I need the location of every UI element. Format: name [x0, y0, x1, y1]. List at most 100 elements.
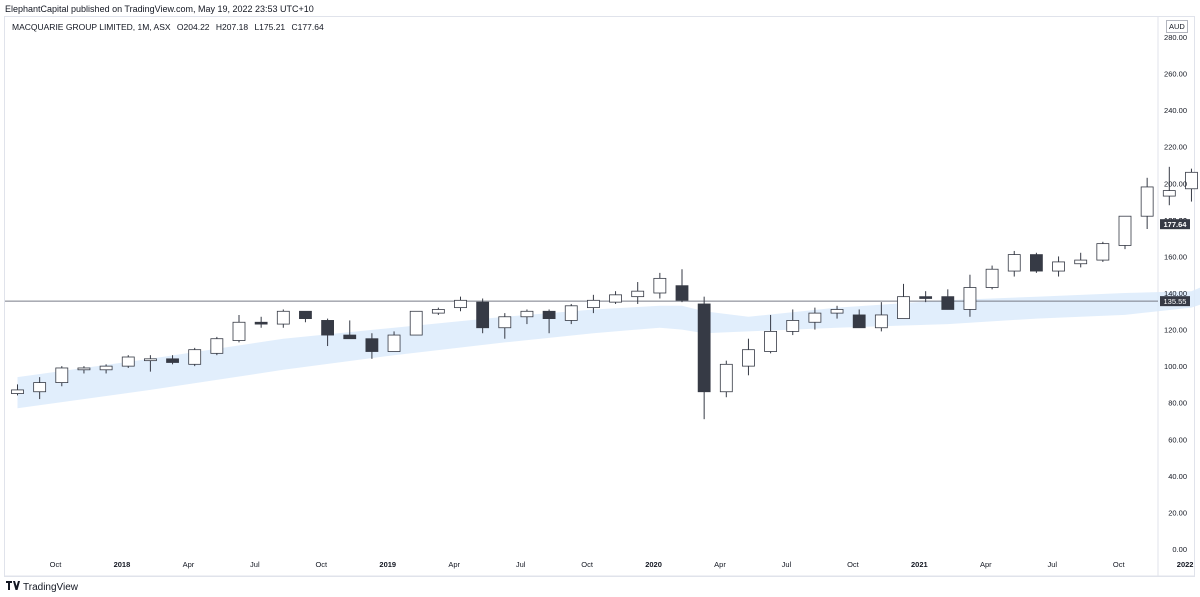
candle-body	[1074, 259, 1088, 265]
candle-body	[454, 299, 467, 309]
candle-body	[564, 305, 578, 321]
x-tick-label: Oct	[847, 560, 860, 569]
candle-body	[476, 301, 490, 329]
y-tick-label: 40.00	[1168, 472, 1187, 481]
x-tick-label: Jul	[782, 560, 792, 569]
candle-body	[653, 277, 667, 294]
candle-body	[343, 334, 357, 340]
candle-body	[808, 312, 822, 323]
candle-body	[852, 314, 866, 329]
candle-body	[299, 310, 312, 319]
x-tick-label: Jul	[1047, 560, 1057, 569]
candle-body	[365, 338, 379, 352]
x-tick-label: Apr	[714, 560, 726, 569]
x-tick-label: Oct	[581, 560, 594, 569]
last-price-label: 177.64	[1164, 220, 1188, 229]
candle-body	[166, 358, 179, 363]
x-tick-label: Oct	[315, 560, 328, 569]
candle-body	[232, 321, 246, 341]
candle-body	[188, 349, 202, 365]
y-tick-label: 280.00	[1164, 33, 1187, 42]
candle-body	[1052, 261, 1065, 272]
y-tick-label: 140.00	[1164, 289, 1187, 298]
candle-body	[431, 309, 445, 314]
moving-average-band	[17, 287, 1200, 409]
candle-body	[1007, 254, 1021, 272]
candle-body	[276, 310, 290, 325]
candle-body	[77, 367, 91, 371]
candle-body	[941, 296, 955, 310]
candle-body	[1162, 190, 1176, 197]
y-tick-label: 80.00	[1168, 399, 1187, 408]
candle-body	[675, 285, 689, 301]
candle-body	[498, 316, 512, 329]
candle-body	[631, 290, 645, 298]
symbol-name: MACQUARIE GROUP LIMITED, 1M, ASX	[12, 22, 171, 32]
candle-body	[33, 382, 47, 393]
candle-body	[874, 314, 888, 329]
line-price-badge	[1160, 296, 1190, 307]
y-tick-label: 160.00	[1164, 252, 1187, 261]
candle-body	[1140, 186, 1154, 217]
candle-body	[409, 310, 423, 336]
currency-badge[interactable]: AUD	[1166, 20, 1188, 33]
candle-body	[963, 287, 977, 310]
candle-body	[719, 363, 733, 393]
x-tick-label: Apr	[980, 560, 992, 569]
candle-body	[11, 389, 24, 394]
y-tick-label: 20.00	[1168, 508, 1187, 517]
tradingview-logo-icon	[6, 581, 20, 593]
ohlc-close: C177.64	[291, 22, 324, 32]
y-tick-label: 220.00	[1164, 143, 1187, 152]
candle-body	[697, 303, 711, 393]
x-tick-label: Apr	[448, 560, 460, 569]
candle-body	[609, 294, 622, 303]
x-tick-label: 2018	[114, 560, 131, 569]
y-tick-label: 260.00	[1164, 70, 1187, 79]
ohlc-low: L175.21	[254, 22, 286, 32]
ohlc-open: O204.22	[176, 22, 210, 32]
y-tick-label: 0.00	[1172, 545, 1187, 554]
candle-body	[587, 299, 600, 309]
candle-body	[210, 338, 224, 354]
x-tick-label: 2020	[645, 560, 662, 569]
x-tick-label: 2021	[911, 560, 928, 569]
y-tick-label: 120.00	[1164, 326, 1187, 335]
x-tick-label: Jul	[250, 560, 260, 569]
x-tick-label: Oct	[50, 560, 63, 569]
candle-body	[985, 268, 999, 288]
y-tick-label: 100.00	[1164, 362, 1187, 371]
candle-body	[830, 309, 844, 314]
candle-body	[542, 310, 556, 319]
y-tick-label: 200.00	[1164, 179, 1187, 188]
x-tick-label: 2019	[379, 560, 396, 569]
x-tick-label: Apr	[183, 560, 195, 569]
x-tick-label: 2022	[1177, 560, 1194, 569]
candle-body	[764, 330, 777, 352]
publisher-caption: ElephantCapital published on TradingView…	[5, 4, 314, 14]
last-price-badge	[1160, 219, 1190, 230]
candle-body	[321, 320, 335, 336]
candle-body	[1118, 215, 1132, 246]
candle-body	[1030, 254, 1043, 272]
candle-body	[897, 296, 910, 319]
candle-body	[919, 296, 933, 299]
x-tick-label: Oct	[1113, 560, 1126, 569]
line-price-label: 135.55	[1164, 297, 1187, 306]
tradingview-logo[interactable]: TradingView	[6, 581, 78, 593]
candle-body	[143, 358, 157, 362]
candle-body	[55, 367, 69, 384]
y-tick-label: 60.00	[1168, 435, 1187, 444]
symbol-legend: MACQUARIE GROUP LIMITED, 1M, ASX O204.22…	[12, 22, 328, 32]
candle-body	[387, 334, 401, 352]
x-tick-label: Jul	[516, 560, 526, 569]
ohlc-high: H207.18	[215, 22, 249, 32]
candle-body	[742, 349, 755, 367]
candle-body	[99, 365, 113, 371]
candle-body	[520, 310, 534, 318]
candle-body	[254, 321, 268, 325]
tradingview-brand: TradingView	[23, 581, 79, 593]
candle-body	[1185, 171, 1198, 190]
candle-body	[121, 356, 135, 367]
